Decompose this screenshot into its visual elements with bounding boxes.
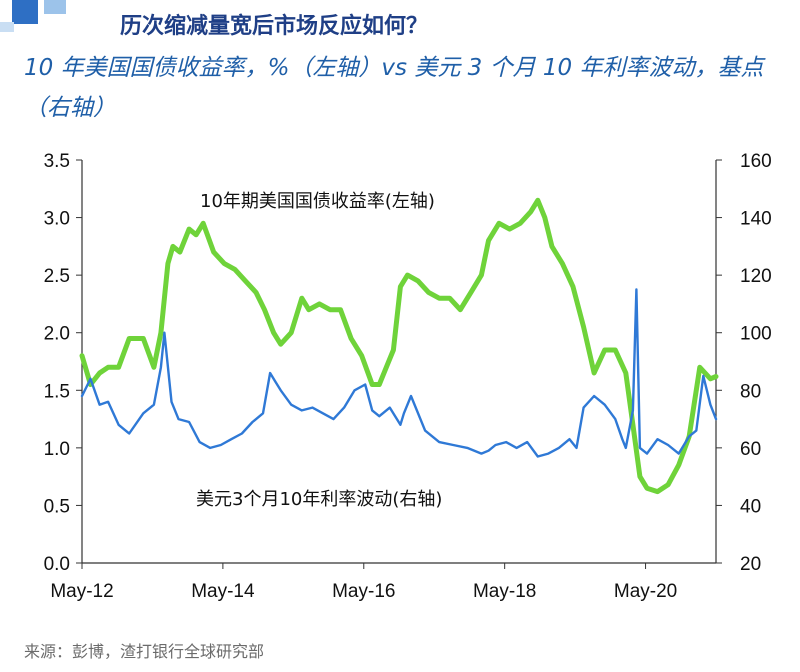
left-tick-label: 1.5: [44, 381, 70, 402]
left-tick-label: 3.5: [44, 151, 70, 172]
page-title: 历次缩减量宽后市场反应如何？: [120, 14, 429, 39]
right-tick-label: 80: [740, 381, 761, 402]
x-tick-label: May-18: [473, 581, 536, 602]
x-tick-label: May-14: [191, 581, 255, 602]
vol-annotation-label: 美元3个月10年利率波动(右轴): [196, 489, 442, 510]
left-tick-label: 2.0: [44, 324, 70, 345]
yield-annotation-label: 10年期美国国债收益率(左轴): [200, 191, 435, 212]
chart-subtitle: 10 年美国国债收益率，%（左轴）vs 美元 3 个月 10 年利率波动，基点（…: [24, 55, 764, 121]
annotations: 10年期美国国债收益率(左轴) 美元3个月10年利率波动(右轴): [196, 191, 442, 510]
right-tick-label: 20: [740, 554, 761, 575]
right-tick-label: 120: [740, 266, 772, 287]
right-tick-label: 100: [740, 324, 772, 345]
yield-series-line: [79, 197, 719, 495]
axes: 0.0 0.5 1.0 1.5 2.0 2.5 3.0 3.5 20 40 60 80 100 120 14…: [44, 151, 772, 602]
left-tick-label: 2.5: [44, 266, 70, 287]
right-tick-label: 140: [740, 209, 772, 230]
vol-series-line: [80, 288, 718, 458]
x-tick-label: May-12: [50, 581, 113, 602]
source-note: 来源：彭博，渣打银行全球研究部: [24, 642, 265, 661]
left-tick-label: 1.0: [44, 439, 70, 460]
series-layer: [79, 197, 719, 495]
left-tick-label: 3.0: [44, 209, 70, 230]
right-tick-label: 40: [740, 496, 761, 517]
right-tick-label: 60: [740, 439, 761, 460]
corner-decoration: [0, 0, 80, 32]
left-tick-label: 0.5: [44, 496, 70, 517]
right-tick-label: 160: [740, 151, 772, 172]
left-tick-label: 0.0: [44, 554, 70, 575]
x-tick-label: May-16: [332, 581, 395, 602]
x-tick-label: May-20: [614, 581, 677, 602]
